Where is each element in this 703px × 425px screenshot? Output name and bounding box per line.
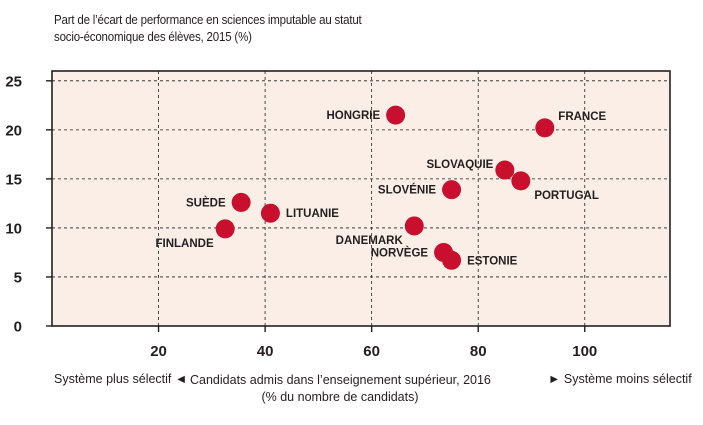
- left-arrow-icon: ◄: [174, 372, 188, 386]
- data-point-label: SLOVAQUIE: [426, 159, 493, 171]
- data-point-label: FRANCE: [558, 111, 606, 123]
- data-point-label: HONGRIE: [326, 110, 380, 122]
- x-tick-label: 60: [363, 343, 380, 360]
- right-note-text: Système moins sélectif: [563, 372, 692, 386]
- x-axis-label-line-1: Candidats admis dans l’enseignement supé…: [190, 373, 491, 387]
- data-point: [386, 105, 406, 125]
- x-axis-label-line-2: (% du nombre de candidats): [261, 390, 419, 404]
- data-point-label: ESTONIE: [467, 255, 518, 267]
- data-point-label: FINLANDE: [156, 238, 214, 250]
- data-point-label: SUÈDE: [186, 196, 226, 209]
- x-tick-label: 20: [150, 343, 167, 360]
- plot-frame: [51, 70, 671, 327]
- data-point: [442, 250, 462, 270]
- data-point: [260, 203, 280, 223]
- x-tick-label: 100: [572, 343, 597, 360]
- data-point: [511, 171, 531, 191]
- chart-title: Part de l’écart de performance en scienc…: [54, 12, 362, 46]
- data-point-label: DANEMARK: [336, 235, 404, 247]
- data-point-label: SLOVÉNIE: [378, 184, 436, 197]
- data-point-label: LITUANIE: [286, 208, 339, 220]
- left-note-text: Système plus sélectif: [54, 372, 172, 386]
- right-note: ► Système moins sélectif: [548, 372, 692, 386]
- y-tick-label: 10: [5, 220, 22, 237]
- x-tick-label: 40: [257, 343, 274, 360]
- data-point: [215, 219, 235, 239]
- y-tick-label: 25: [5, 73, 22, 90]
- chart-title-line-2: socio-économique des élèves, 2015 (%): [54, 30, 252, 44]
- data-point: [404, 216, 424, 236]
- y-tick-label: 15: [5, 171, 22, 188]
- y-tick-label: 20: [5, 122, 22, 139]
- right-arrow-icon: ►: [548, 372, 561, 386]
- x-axis-label: Candidats admis dans l’enseignement supé…: [190, 372, 491, 406]
- chart-title-line-1: Part de l’écart de performance en scienc…: [54, 13, 362, 27]
- data-point: [535, 118, 555, 138]
- plot-background: [52, 71, 670, 326]
- data-point: [442, 180, 462, 200]
- data-point-label: PORTUGAL: [534, 190, 599, 202]
- left-note: Système plus sélectif ◄: [54, 372, 187, 386]
- data-point-label: NORVÈGE: [371, 246, 429, 259]
- x-tick-label: 80: [470, 343, 487, 360]
- data-point: [231, 192, 251, 212]
- data-point: [495, 160, 515, 180]
- y-tick-label: 5: [14, 269, 22, 286]
- y-tick-label: 0: [14, 319, 22, 336]
